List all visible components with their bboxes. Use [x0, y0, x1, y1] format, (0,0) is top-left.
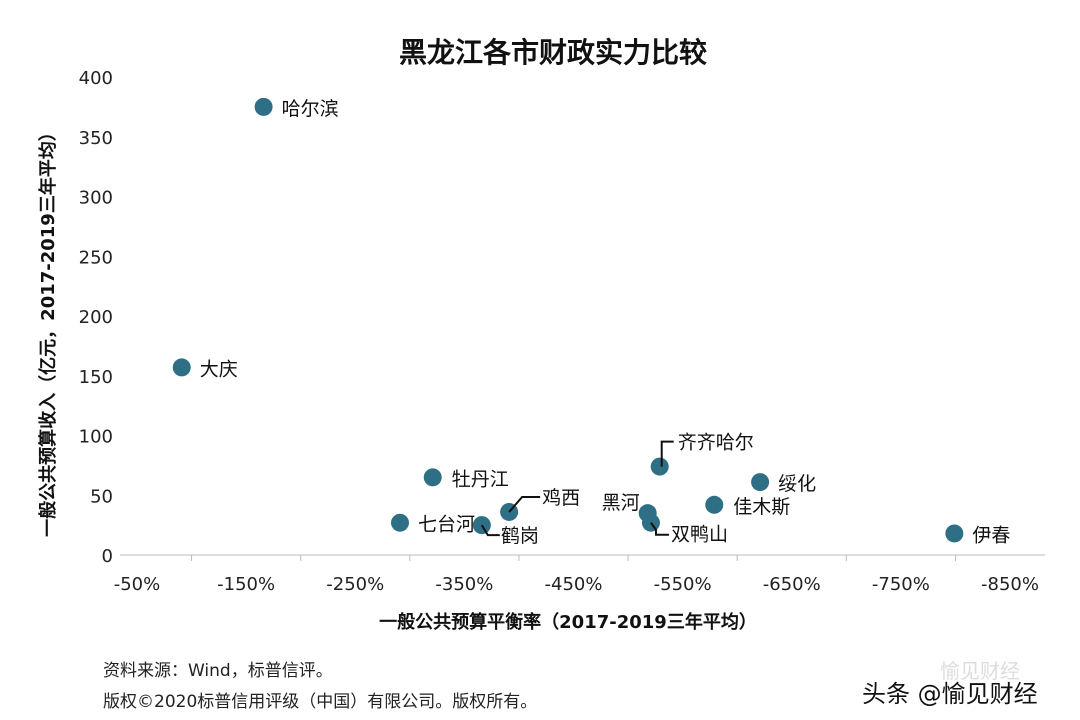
data-label: 鸡西 [542, 487, 580, 509]
data-label: 伊春 [972, 524, 1010, 546]
x-tick-label: -750% [872, 574, 930, 595]
data-point [390, 513, 409, 532]
y-tick-label: 50 [90, 486, 113, 507]
x-tick-label: -550% [654, 574, 712, 595]
data-point [751, 473, 770, 492]
data-point [172, 358, 191, 377]
x-tick-label: -850% [981, 574, 1039, 595]
data-point [705, 495, 724, 514]
source-note: 资料来源：Wind，标普信评。 [103, 661, 333, 681]
x-tick-label: -350% [435, 574, 493, 595]
data-label: 鹤岗 [501, 525, 539, 547]
x-tick-label: -50% [114, 574, 161, 595]
y-tick-label: 150 [79, 367, 113, 388]
data-label: 哈尔滨 [282, 98, 339, 120]
data-label: 七台河 [418, 514, 475, 536]
y-tick-label: 250 [79, 247, 113, 268]
leader-line [480, 524, 500, 537]
y-axis-label: 一般公共预算收入（亿元，2017-2019三年平均） [37, 123, 59, 537]
data-label: 佳木斯 [733, 496, 790, 518]
x-tick-label: -650% [763, 574, 821, 595]
y-tick-label: 200 [79, 307, 113, 328]
y-tick-label: 350 [79, 128, 113, 149]
y-tick-label: 300 [79, 188, 113, 209]
y-tick-label: 0 [102, 546, 113, 567]
data-point [945, 524, 964, 543]
leader-line [650, 522, 669, 536]
y-tick-label: 100 [79, 427, 113, 448]
data-label: 黑河 [602, 492, 640, 514]
y-tick-label: 400 [79, 68, 113, 89]
data-label: 大庆 [200, 358, 238, 380]
leader-line [508, 495, 541, 513]
watermark: 头条 @愉见财经 [862, 680, 1038, 708]
data-label: 牡丹江 [452, 468, 509, 490]
data-point [423, 468, 442, 487]
x-axis-label: 一般公共预算平衡率（2017-2019三年平均） [379, 611, 757, 633]
x-tick-label: -150% [217, 574, 275, 595]
data-label: 绥化 [778, 473, 816, 495]
copyright-note: 版权©2020标普信用评级（中国）有限公司。版权所有。 [103, 692, 538, 712]
data-label: 双鸭山 [671, 524, 728, 546]
data-point [254, 97, 273, 116]
data-point [650, 457, 669, 476]
data-label: 齐齐哈尔 [678, 432, 754, 454]
watermark-faint: 愉见财经 [940, 659, 1020, 683]
chart-title: 黑龙江各市财政实力比较 [399, 36, 707, 69]
x-tick-label: -250% [326, 574, 384, 595]
leader-line [660, 440, 674, 467]
x-tick-label: -450% [545, 574, 603, 595]
